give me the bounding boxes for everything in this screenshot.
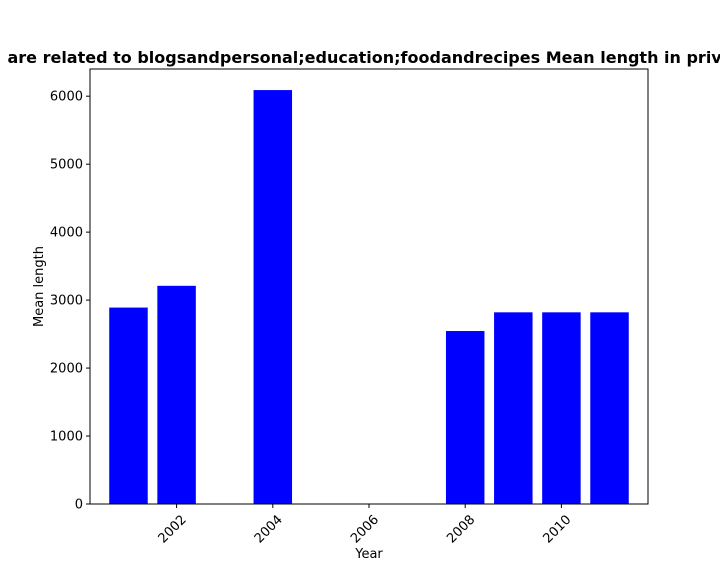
bar-2008 <box>445 331 485 504</box>
y-tick-label: 1000 <box>50 430 83 445</box>
y-tick-label: 5000 <box>50 158 83 173</box>
bar-2011 <box>590 312 629 504</box>
y-tick-label: 2000 <box>50 362 83 377</box>
bar-2004 <box>253 90 293 504</box>
x-axis-label: Year <box>354 547 383 562</box>
x-tick-label: 2002 <box>156 512 190 546</box>
bar-2001 <box>109 307 148 504</box>
bar-2002 <box>157 285 196 504</box>
bar-2010 <box>542 312 581 504</box>
y-tick-label: 4000 <box>50 226 83 241</box>
bars-group <box>109 90 629 504</box>
x-tick-label: 2010 <box>540 512 574 546</box>
y-tick-label: 6000 <box>50 90 83 105</box>
y-tick-label: 3000 <box>50 294 83 309</box>
y-axis-label: Mean length <box>32 246 47 327</box>
bar-2009 <box>494 312 533 504</box>
x-axis: 2002 2004 2006 2008 2010 <box>156 504 574 546</box>
y-axis: 0 1000 2000 3000 4000 5000 6000 <box>50 90 90 513</box>
y-tick-label: 0 <box>75 498 83 513</box>
chart-title: are related to blogsandpersonal;educatio… <box>7 48 720 67</box>
x-tick-label: 2006 <box>348 512 382 546</box>
x-tick-label: 2004 <box>252 512 286 546</box>
x-tick-label: 2008 <box>444 512 478 546</box>
